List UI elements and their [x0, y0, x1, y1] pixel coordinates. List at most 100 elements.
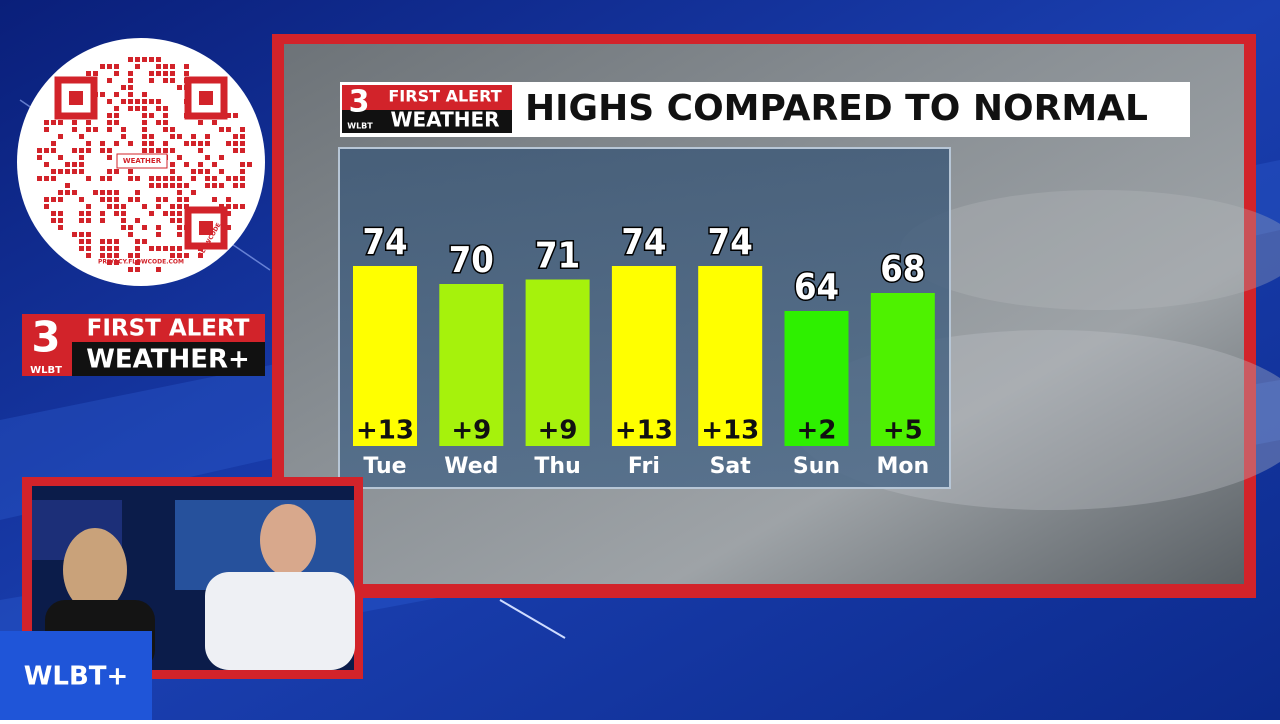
qr-dot [198, 162, 203, 167]
qr-dot [107, 204, 112, 209]
bar [611, 266, 676, 446]
qr-dot [121, 99, 126, 104]
qr-dot [114, 190, 119, 195]
qr-dot [184, 197, 189, 202]
qr-dot [86, 71, 91, 76]
qr-dot [170, 246, 175, 251]
qr-dot [79, 232, 84, 237]
qr-dot [170, 162, 175, 167]
qr-dot [128, 141, 133, 146]
qr-dot [51, 141, 56, 146]
qr-dot [149, 113, 154, 118]
qr-dot [58, 155, 63, 160]
streak-line [499, 599, 566, 639]
qr-dot [93, 190, 98, 195]
qr-dot [128, 169, 133, 174]
qr-dot [184, 71, 189, 76]
qr-dot [58, 211, 63, 216]
qr-dot [149, 78, 154, 83]
qr-dot [233, 204, 238, 209]
qr-dot [114, 92, 119, 97]
qr-dot [100, 148, 105, 153]
qr-dot [233, 141, 238, 146]
qr-dot [58, 134, 63, 139]
qr-dot [198, 148, 203, 153]
qr-dot [156, 106, 161, 111]
qr-dot [121, 225, 126, 230]
qr-dot [170, 176, 175, 181]
qr-dot [58, 169, 63, 174]
qr-dot [163, 71, 168, 76]
qr-dot [107, 120, 112, 125]
qr-dot [100, 141, 105, 146]
qr-dot [240, 127, 245, 132]
qr-dot [79, 246, 84, 251]
qr-dot [121, 204, 126, 209]
qr-dot [107, 246, 112, 251]
anchor-left [63, 528, 127, 612]
qr-dot [114, 141, 119, 146]
qr-dot [226, 176, 231, 181]
qr-dot [142, 92, 147, 97]
qr-dot [100, 211, 105, 216]
qr-dot [142, 113, 147, 118]
qr-dot [226, 141, 231, 146]
qr-dot [170, 211, 175, 216]
qr-dot [128, 176, 133, 181]
qr-dot [128, 253, 133, 258]
departure-label: +13 [615, 416, 673, 446]
qr-dot [107, 260, 112, 265]
qr-dot [219, 127, 224, 132]
qr-dot [135, 176, 140, 181]
qr-logo [116, 153, 168, 169]
qr-dot [114, 211, 119, 216]
departure-label: +9 [538, 416, 578, 446]
qr-dot [177, 197, 182, 202]
brand-number: 3 [31, 313, 60, 362]
qr-dot [79, 169, 84, 174]
chart-title: HIGHS COMPARED TO NORMAL [525, 88, 1148, 129]
qr-dot [149, 141, 154, 146]
qr-dot [86, 148, 91, 153]
qr-dot [233, 113, 238, 118]
qr-dot [240, 148, 245, 153]
qr-dot [100, 176, 105, 181]
qr-dot [51, 211, 56, 216]
qr-dot [156, 267, 161, 272]
qr-dot [65, 162, 70, 167]
qr-dot [191, 169, 196, 174]
qr-dot [93, 71, 98, 76]
departure-label: +9 [451, 416, 491, 446]
qr-dot [226, 113, 231, 118]
qr-dot [240, 141, 245, 146]
qr-dot [142, 57, 147, 62]
qr-dot [51, 169, 56, 174]
qr-dot [170, 253, 175, 258]
qr-dot [205, 134, 210, 139]
x-tick-label: Tue [363, 454, 406, 479]
qr-dot [114, 106, 119, 111]
qr-dot [156, 148, 161, 153]
qr-dot [163, 64, 168, 69]
qr-dot [191, 141, 196, 146]
qr-dot [240, 134, 245, 139]
qr-dot [107, 176, 112, 181]
qr-dot [44, 127, 49, 132]
brand-logo-number-box [22, 314, 72, 376]
qr-finder-core [199, 91, 213, 105]
qr-dot [114, 120, 119, 125]
qr-dot [135, 239, 140, 244]
qr-dot [170, 183, 175, 188]
qr-dot [163, 120, 168, 125]
brand-station: WLBT [30, 365, 62, 376]
qr-dot [44, 120, 49, 125]
qr-dot [142, 127, 147, 132]
qr-dot [128, 267, 133, 272]
qr-dot [114, 113, 119, 118]
qr-dot [128, 106, 133, 111]
qr-dot [177, 176, 182, 181]
departure-label: +13 [701, 416, 759, 446]
qr-dot [233, 148, 238, 153]
qr-dot [163, 113, 168, 118]
x-tick-label: Mon [876, 454, 929, 479]
